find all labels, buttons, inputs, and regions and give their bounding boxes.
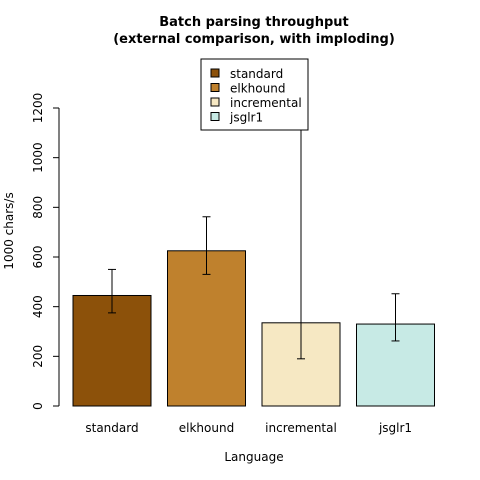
- legend-label-jsglr1: jsglr1: [229, 111, 263, 125]
- y-tick-label-200: 200: [31, 345, 45, 368]
- bar-standard: [72, 294, 152, 407]
- x-tick-label-standard: standard: [85, 421, 138, 435]
- legend-swatch-elkhound: [210, 83, 220, 92]
- bars-group: [72, 250, 435, 407]
- x-tick-label-jsglr1: jsglr1: [378, 421, 412, 435]
- y-tick-label-1200: 1200: [31, 93, 45, 124]
- y-tick-label-800: 800: [31, 196, 45, 219]
- x-tick-label-elkhound: elkhound: [179, 421, 234, 435]
- legend-swatch-jsglr1: [210, 112, 220, 121]
- y-tick-label-1000: 1000: [31, 142, 45, 173]
- x-tick-label-incremental: incremental: [265, 421, 337, 435]
- chart-title: Batch parsing throughput: [159, 15, 349, 30]
- legend-label-elkhound: elkhound: [230, 82, 285, 96]
- y-tick-label-600: 600: [31, 246, 45, 269]
- chart-subtitle: (external comparison, with imploding): [113, 32, 395, 47]
- legend-swatch-incremental: [210, 97, 220, 107]
- y-tick-label-0: 0: [31, 402, 45, 410]
- x-ticks-group: standard elkhound incremental jsglr1: [85, 421, 412, 435]
- x-axis-label: Language: [224, 450, 283, 464]
- legend-label-incremental: incremental: [230, 96, 302, 110]
- y-ticks-group: 0 200 400 600 800 1000 1200: [31, 93, 59, 410]
- y-tick-label-400: 400: [31, 295, 45, 318]
- legend-swatch-standard: [210, 68, 220, 78]
- y-axis-label: 1000 chars/s: [2, 192, 16, 269]
- legend-label-standard: standard: [230, 67, 283, 81]
- bar-elkhound: [167, 250, 246, 407]
